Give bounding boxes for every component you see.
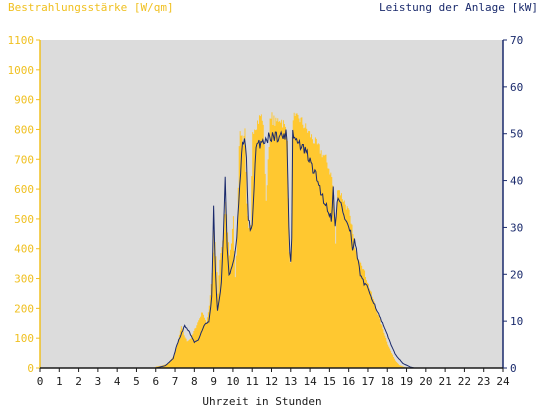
axes-layer: 0100200300400500600700800900100011000102… [8, 34, 524, 388]
x-tick-label: 6 [152, 375, 159, 388]
left-tick-label: 400 [14, 243, 34, 256]
x-tick-label: 18 [381, 375, 394, 388]
x-tick-label: 10 [226, 375, 239, 388]
left-tick-label: 900 [14, 94, 34, 107]
x-tick-label: 3 [95, 375, 102, 388]
x-tick-label: 2 [75, 375, 82, 388]
x-tick-label: 11 [246, 375, 259, 388]
left-tick-label: 200 [14, 302, 34, 315]
left-tick-label: 300 [14, 273, 34, 286]
right-tick-label: 40 [510, 175, 523, 188]
right-tick-label: 30 [510, 221, 523, 234]
x-tick-label: 24 [496, 375, 510, 388]
left-tick-label: 700 [14, 153, 34, 166]
x-tick-label: 21 [439, 375, 452, 388]
right-tick-label: 60 [510, 81, 523, 94]
x-tick-label: 4 [114, 375, 121, 388]
irradiance-area [40, 112, 503, 369]
x-tick-label: 0 [37, 375, 44, 388]
right-axis-title: Leistung der Anlage [kW] [379, 1, 538, 14]
right-tick-label: 20 [510, 268, 523, 281]
right-tick-label: 0 [510, 362, 517, 375]
x-axis-title: Uhrzeit in Stunden [202, 395, 321, 408]
x-tick-label: 14 [303, 375, 317, 388]
x-tick-label: 12 [265, 375, 278, 388]
x-tick-label: 22 [458, 375, 471, 388]
x-tick-label: 19 [400, 375, 413, 388]
x-tick-label: 5 [133, 375, 140, 388]
left-tick-label: 600 [14, 183, 34, 196]
right-tick-label: 50 [510, 128, 523, 141]
x-tick-label: 17 [361, 375, 374, 388]
x-tick-label: 15 [323, 375, 336, 388]
right-tick-label: 10 [510, 315, 523, 328]
x-tick-label: 20 [419, 375, 432, 388]
left-tick-label: 1000 [8, 64, 35, 77]
left-tick-label: 800 [14, 123, 34, 136]
left-axis-title: Bestrahlungsstärke [W/qm] [8, 1, 174, 14]
x-tick-label: 8 [191, 375, 198, 388]
left-tick-label: 100 [14, 332, 34, 345]
left-tick-label: 0 [27, 362, 34, 375]
left-tick-label: 1100 [8, 34, 35, 47]
x-tick-label: 9 [210, 375, 217, 388]
x-tick-label: 13 [284, 375, 297, 388]
right-tick-label: 70 [510, 34, 523, 47]
left-tick-label: 500 [14, 213, 34, 226]
x-tick-label: 7 [172, 375, 179, 388]
x-tick-label: 1 [56, 375, 63, 388]
x-tick-label: 16 [342, 375, 355, 388]
x-tick-label: 23 [477, 375, 490, 388]
